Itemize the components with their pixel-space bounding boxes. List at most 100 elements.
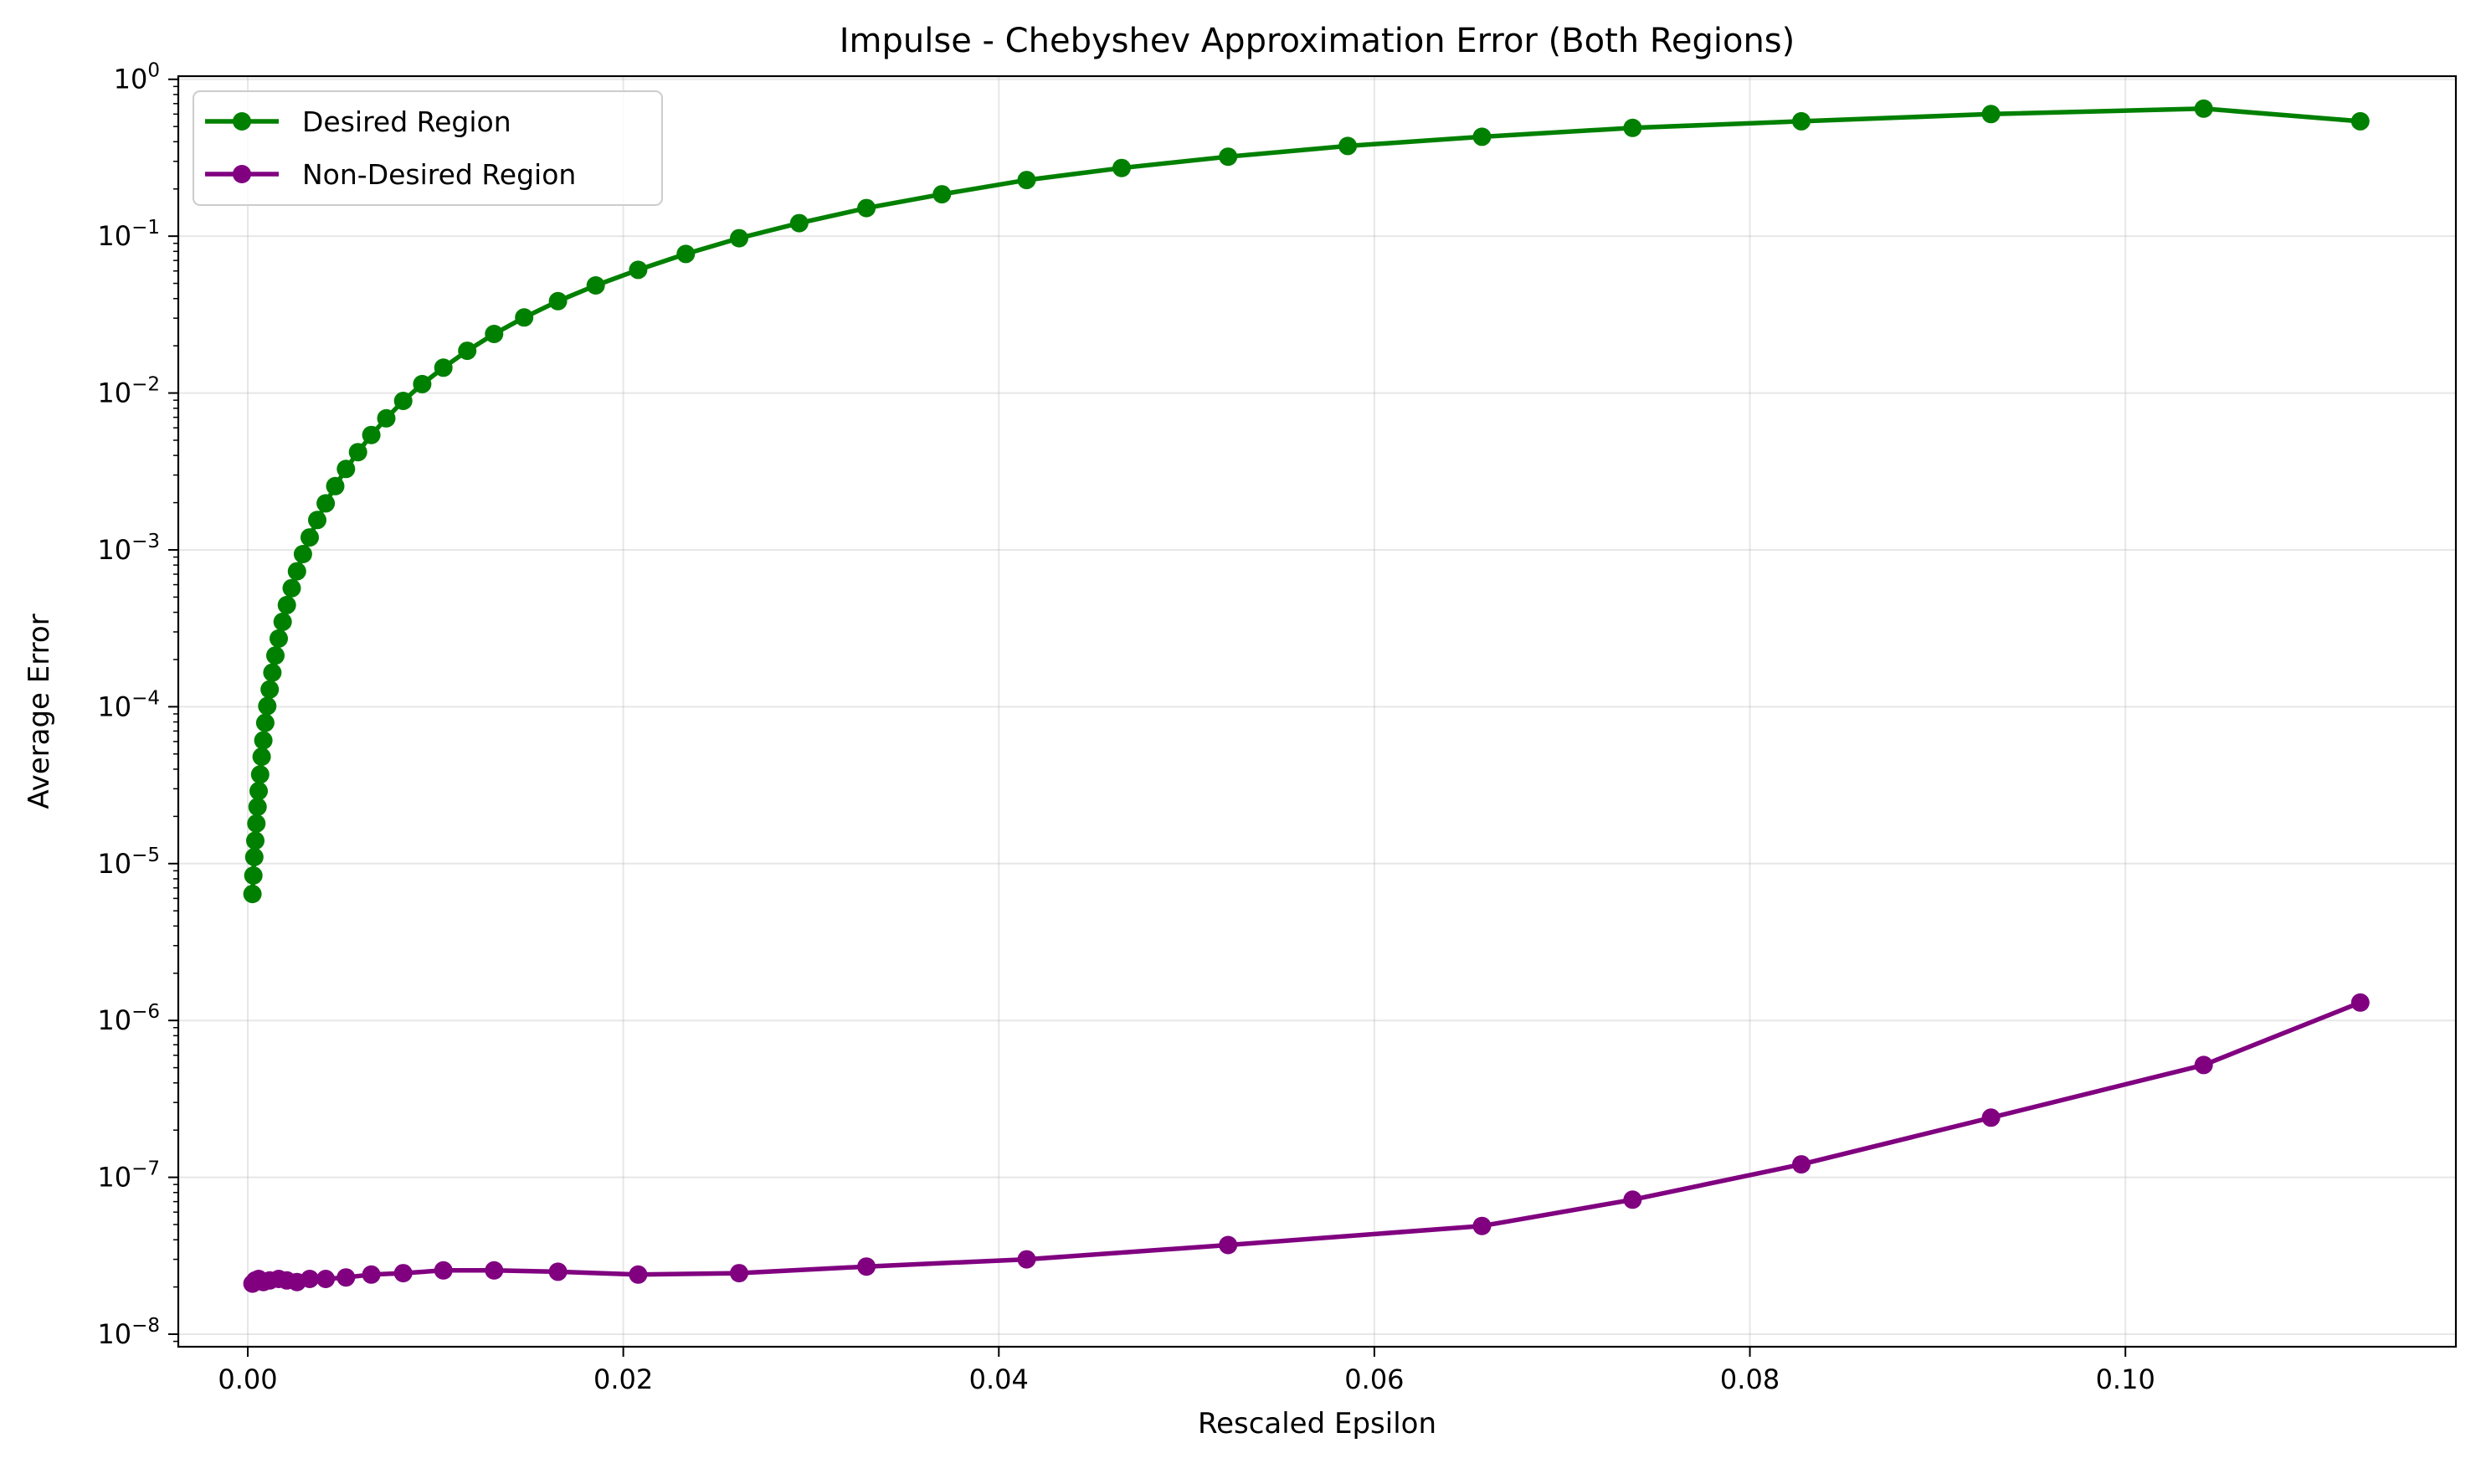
data-point: [273, 612, 292, 631]
data-point: [548, 291, 568, 311]
data-point: [434, 1261, 453, 1280]
data-point: [316, 1270, 336, 1288]
data-point: [730, 1264, 748, 1283]
legend-label: Non-Desired Region: [302, 158, 576, 191]
data-point: [260, 680, 280, 699]
legend-box: [193, 90, 663, 206]
chart-title: Impulse - Chebyshev Approximation Error …: [840, 22, 1795, 60]
data-point: [336, 1268, 356, 1287]
data-point: [1981, 105, 2001, 124]
data-point: [308, 511, 326, 530]
data-point: [730, 229, 748, 248]
data-point: [266, 646, 285, 665]
data-point: [485, 1261, 504, 1280]
data-point: [1017, 1250, 1036, 1269]
data-point: [2350, 111, 2370, 131]
data-point: [293, 545, 312, 563]
y-tick-label: 10−5: [97, 845, 160, 880]
data-point: [1623, 1190, 1642, 1209]
data-point: [2350, 993, 2370, 1012]
data-point: [586, 276, 605, 295]
data-point: [413, 374, 432, 393]
y-tick-label: 10−7: [97, 1158, 160, 1194]
data-point: [326, 476, 345, 496]
y-tick-label: 10−2: [97, 374, 160, 409]
data-point: [458, 341, 477, 361]
data-point: [393, 1264, 413, 1283]
y-tick-label: 10−4: [97, 687, 160, 722]
data-point: [2194, 1055, 2213, 1075]
legend-swatch-marker: [233, 165, 251, 183]
data-point: [270, 629, 288, 648]
data-point: [277, 595, 296, 614]
data-point: [629, 1265, 648, 1284]
x-tick-label: 0.02: [593, 1363, 653, 1395]
data-point: [857, 198, 876, 218]
data-point: [1112, 158, 1131, 177]
x-tick-label: 0.06: [1344, 1363, 1404, 1395]
data-point: [246, 831, 265, 850]
data-point: [548, 1262, 568, 1281]
data-point: [243, 885, 262, 904]
y-tick-label: 10−8: [97, 1315, 160, 1350]
data-point: [244, 866, 263, 885]
data-point: [250, 765, 270, 784]
data-point: [393, 392, 413, 410]
data-point: [1219, 1235, 1238, 1255]
data-point: [248, 798, 267, 816]
data-point: [515, 308, 534, 327]
data-point: [2194, 99, 2213, 118]
y-tick-label: 100: [114, 60, 160, 95]
legend-swatch-marker: [233, 112, 251, 131]
data-point: [252, 747, 271, 767]
data-point: [244, 848, 264, 866]
data-point: [1623, 118, 1642, 137]
grid: [178, 76, 2456, 1347]
legend-item: Non-Desired Region: [205, 158, 576, 191]
series-2: [243, 993, 2370, 1293]
data-point: [676, 244, 696, 264]
data-point: [300, 528, 319, 547]
data-point: [254, 731, 273, 750]
data-point: [282, 578, 301, 598]
data-point: [1338, 136, 1358, 156]
y-axis-label: Average Error: [23, 614, 56, 809]
data-point: [1981, 1108, 2001, 1127]
data-point: [789, 213, 809, 233]
x-tick-label: 0.08: [1720, 1363, 1780, 1395]
x-axis-label: Rescaled Epsilon: [1198, 1407, 1436, 1440]
x-tick-label: 0.10: [2096, 1363, 2155, 1395]
legend: Desired Region Non-Desired Region: [193, 90, 663, 206]
series-layer: [243, 99, 2370, 1293]
x-tick-label: 0.00: [218, 1363, 277, 1395]
data-point: [287, 562, 306, 581]
data-point: [362, 425, 381, 444]
data-point: [263, 663, 282, 682]
x-tick-label: 0.04: [969, 1363, 1029, 1395]
data-point: [1792, 111, 1811, 131]
data-point: [1017, 171, 1036, 190]
legend-item: Desired Region: [205, 105, 511, 138]
data-point: [485, 325, 504, 343]
series-1: [243, 99, 2370, 904]
plot-frame: [177, 74, 2458, 1348]
y-tick-label: 10−3: [97, 531, 160, 566]
y-tick-label: 10−6: [97, 1001, 160, 1036]
data-point: [362, 1265, 381, 1284]
data-point: [932, 185, 952, 204]
axis-ticks: 0.00 0.02 0.04 0.06 0.08 0.10 100 10−1 10−2 10−3 1…: [97, 60, 2155, 1395]
y-tick-label: 10−1: [97, 217, 160, 252]
data-point: [629, 260, 648, 280]
data-point: [255, 713, 275, 732]
data-point: [249, 782, 268, 801]
data-point: [316, 494, 336, 513]
data-point: [857, 1257, 876, 1276]
data-point: [1472, 127, 1492, 146]
legend-label: Desired Region: [302, 105, 511, 138]
data-point: [1472, 1216, 1492, 1235]
data-point: [348, 443, 367, 462]
data-point: [336, 460, 356, 479]
data-point: [1792, 1155, 1811, 1174]
data-point: [1219, 147, 1238, 167]
